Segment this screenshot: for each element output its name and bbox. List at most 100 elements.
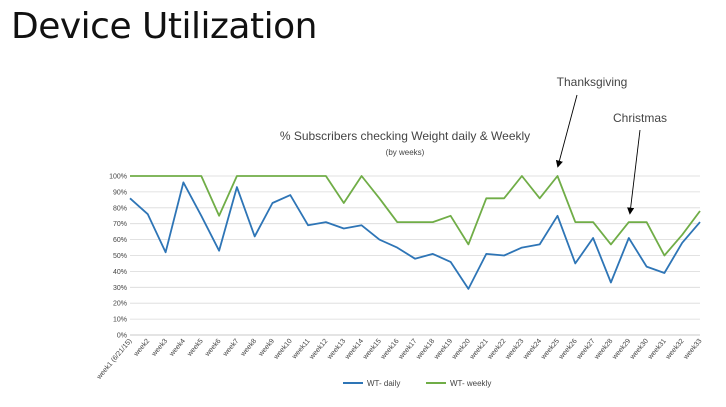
legend-label: WT- weekly <box>450 379 491 388</box>
data-point <box>449 215 451 217</box>
x-tick-label: week8 <box>239 338 258 359</box>
data-point <box>467 243 469 245</box>
data-point <box>414 221 416 223</box>
data-point <box>503 197 505 199</box>
data-point <box>449 261 451 263</box>
x-tick-label: week15 <box>361 338 383 362</box>
x-tick-label: week31 <box>646 338 668 362</box>
x-tick-label: week2 <box>132 338 151 359</box>
series-line-weekly <box>130 175 701 257</box>
x-tick-label: week12 <box>308 338 330 362</box>
x-tick-label: week6 <box>204 338 223 359</box>
y-tick-label: 20% <box>113 301 127 308</box>
data-point <box>645 265 647 267</box>
data-point <box>521 175 523 177</box>
x-tick-label: week10 <box>272 338 294 362</box>
y-tick-label: 30% <box>113 285 127 292</box>
data-point <box>645 221 647 223</box>
data-point <box>432 221 434 223</box>
x-tick-label: week33 <box>682 338 704 362</box>
data-point <box>307 175 309 177</box>
data-point <box>663 254 665 256</box>
data-point <box>271 175 273 177</box>
x-tick-label: week19 <box>433 338 455 362</box>
data-point <box>325 175 327 177</box>
data-point <box>164 251 166 253</box>
data-point <box>253 175 255 177</box>
data-point <box>343 202 345 204</box>
data-point <box>378 197 380 199</box>
data-point <box>610 281 612 283</box>
data-point <box>271 202 273 204</box>
data-point <box>556 215 558 217</box>
data-point <box>521 246 523 248</box>
data-point <box>396 246 398 248</box>
data-point <box>325 221 327 223</box>
x-tick-label: week30 <box>629 338 651 362</box>
data-point <box>182 175 184 177</box>
data-point <box>556 175 558 177</box>
series-line-daily <box>129 181 701 290</box>
data-point <box>182 181 184 183</box>
data-point <box>681 234 683 236</box>
data-point <box>200 215 202 217</box>
data-point <box>699 221 701 223</box>
x-tick-label: week13 <box>326 338 348 362</box>
chart-subtitle: (by weeks) <box>386 148 425 157</box>
x-tick-label: week28 <box>593 338 615 362</box>
x-tick-label: week27 <box>575 338 597 362</box>
x-tick-label: week29 <box>611 338 633 362</box>
y-tick-label: 100% <box>109 174 127 181</box>
annotation-thanksgiving: Thanksgiving <box>557 75 628 89</box>
data-point <box>574 262 576 264</box>
data-point <box>432 253 434 255</box>
data-point <box>360 224 362 226</box>
data-point <box>164 175 166 177</box>
x-tick-label: week4 <box>168 338 187 359</box>
data-point <box>485 253 487 255</box>
data-point <box>414 257 416 259</box>
x-tick-label: week1 (6/21/15) <box>95 338 133 382</box>
data-point <box>699 210 701 212</box>
y-tick-label: 70% <box>113 221 127 228</box>
data-point <box>610 243 612 245</box>
data-point <box>147 175 149 177</box>
data-point <box>628 221 630 223</box>
data-point <box>467 288 469 290</box>
data-point <box>129 197 131 199</box>
data-point <box>218 250 220 252</box>
data-point <box>503 254 505 256</box>
y-tick-label: 50% <box>113 253 127 260</box>
data-point <box>681 242 683 244</box>
data-point <box>663 272 665 274</box>
y-tick-label: 0% <box>117 333 127 340</box>
data-point <box>343 227 345 229</box>
chart-title: % Subscribers checking Weight daily & We… <box>280 129 530 143</box>
data-point <box>592 221 594 223</box>
x-tick-label: week5 <box>186 338 205 359</box>
x-tick-label: week18 <box>415 338 437 362</box>
x-tick-label: week32 <box>664 338 686 362</box>
x-tick-label: week20 <box>450 338 472 362</box>
data-point <box>538 197 540 199</box>
data-point <box>628 237 630 239</box>
y-tick-label: 80% <box>113 205 127 212</box>
x-tick-label: week23 <box>504 338 526 362</box>
data-point <box>236 186 238 188</box>
x-tick-label: week25 <box>540 338 562 362</box>
x-tick-label: week24 <box>522 338 544 362</box>
data-point <box>396 221 398 223</box>
data-point <box>253 235 255 237</box>
x-tick-label: week7 <box>221 338 240 359</box>
y-tick-label: 10% <box>113 317 127 324</box>
data-point <box>147 213 149 215</box>
x-tick-label: week11 <box>290 338 311 361</box>
x-tick-label: week22 <box>486 338 508 362</box>
annotation-christmas: Christmas <box>613 111 667 125</box>
y-tick-label: 40% <box>113 269 127 276</box>
x-tick-label: week16 <box>379 338 401 362</box>
x-tick-label: week17 <box>397 338 419 362</box>
data-point <box>485 197 487 199</box>
annotation-arrow <box>627 129 641 215</box>
